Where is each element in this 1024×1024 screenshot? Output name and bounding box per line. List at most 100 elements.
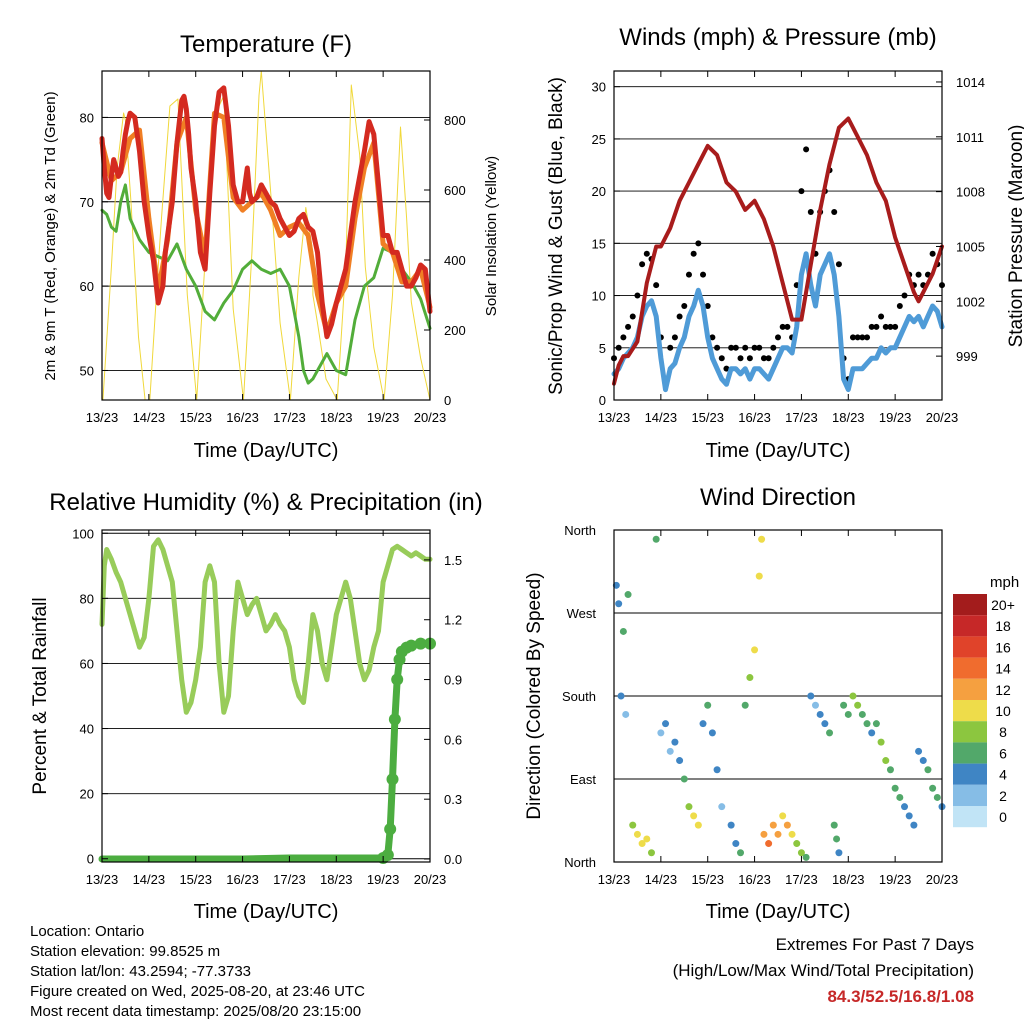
footer-recent-timestamp: Most recent data timestamp: 2025/08/20 2… bbox=[30, 1003, 362, 1020]
footer-created: Figure created on Wed, 2025-08-20, at 23… bbox=[30, 983, 365, 1000]
x-tick-label: 19/23 bbox=[367, 410, 400, 425]
humidity-x-axis-label: Time (Day/UTC) bbox=[194, 901, 339, 923]
direction-point bbox=[732, 840, 740, 848]
winds-y-axis-label: Sonic/Prop Wind & Gust (Blue, Black) bbox=[546, 77, 567, 395]
x-tick-label: 17/23 bbox=[273, 410, 306, 425]
speed-legend-label: 2 bbox=[999, 788, 1007, 804]
footer-elevation: Station elevation: 99.8525 m bbox=[30, 943, 221, 960]
direction-point bbox=[694, 821, 702, 829]
gust-point bbox=[798, 188, 805, 195]
direction-point bbox=[746, 674, 754, 682]
gust-point bbox=[760, 355, 767, 362]
x-tick-label: 13/23 bbox=[598, 872, 631, 887]
y2-tick-label: 1008 bbox=[956, 185, 985, 200]
direction-point bbox=[629, 821, 637, 829]
speed-legend-swatch bbox=[953, 806, 987, 828]
y2-tick-label: 0.9 bbox=[444, 673, 462, 688]
direction-point bbox=[844, 710, 852, 718]
x-tick-label: 18/23 bbox=[320, 410, 353, 425]
precipitation-point bbox=[384, 823, 397, 836]
direction-point bbox=[915, 747, 923, 755]
gust-point bbox=[765, 355, 772, 362]
speed-legend-swatch bbox=[953, 615, 987, 637]
y-tick-label: 0 bbox=[599, 393, 606, 408]
gust-point bbox=[732, 344, 739, 351]
direction-point bbox=[765, 840, 773, 848]
direction-point bbox=[690, 812, 698, 820]
temperature-series-yellow bbox=[101, 70, 431, 401]
gust-point bbox=[807, 209, 814, 215]
x-tick-label: 18/23 bbox=[832, 410, 865, 425]
gust-point bbox=[634, 292, 641, 299]
y2-tick-label: 1014 bbox=[956, 75, 985, 90]
x-tick-label: 13/23 bbox=[598, 410, 631, 425]
pressure-series-maroon bbox=[612, 116, 944, 386]
speed-legend-label: 16 bbox=[995, 639, 1011, 655]
direction-point bbox=[872, 720, 880, 728]
precipitation-point bbox=[388, 713, 401, 726]
gust-point bbox=[779, 323, 786, 330]
precipitation-point bbox=[386, 773, 399, 786]
y-tick-label: 50 bbox=[80, 363, 94, 378]
y-tick-label: 15 bbox=[592, 236, 606, 251]
temperature-y2-axis-label: Solar Insolation (Yellow) bbox=[483, 156, 500, 316]
y-tick-label: 80 bbox=[80, 110, 94, 125]
x-tick-label: 17/23 bbox=[273, 872, 306, 887]
direction-point bbox=[835, 849, 843, 857]
y-tick-label: South bbox=[562, 689, 596, 704]
direction-point bbox=[783, 821, 791, 829]
y2-tick-label: 800 bbox=[444, 113, 466, 128]
x-tick-label: 15/23 bbox=[691, 410, 724, 425]
x-tick-label: 16/23 bbox=[226, 410, 259, 425]
x-tick-label: 17/23 bbox=[785, 410, 818, 425]
y2-tick-label: 400 bbox=[444, 253, 466, 268]
x-tick-label: 14/23 bbox=[133, 872, 166, 887]
direction-point bbox=[662, 720, 670, 728]
direction-point bbox=[622, 710, 630, 718]
y-tick-label: East bbox=[570, 772, 596, 787]
gust-point bbox=[671, 334, 678, 341]
gust-point bbox=[784, 323, 791, 330]
gust-point bbox=[714, 344, 721, 351]
y2-tick-label: 999 bbox=[956, 349, 978, 364]
gust-point bbox=[873, 323, 880, 330]
direction-point bbox=[657, 729, 665, 737]
y2-tick-label: 0 bbox=[444, 393, 451, 408]
gust-point bbox=[742, 344, 749, 351]
extremes-values: 84.3/52.5/16.8/1.08 bbox=[827, 987, 974, 1006]
gust-point bbox=[685, 271, 692, 278]
winds-y2-axis-label: Station Pressure (Maroon) bbox=[1006, 125, 1024, 348]
gust-point bbox=[770, 344, 777, 351]
y-tick-label: 40 bbox=[80, 722, 94, 737]
direction-point bbox=[671, 738, 679, 746]
direction-point bbox=[633, 830, 641, 838]
direction-point bbox=[896, 793, 904, 801]
humidity-title: Relative Humidity (%) & Precipitation (i… bbox=[49, 489, 482, 516]
gust-point bbox=[681, 303, 688, 309]
precipitation-point bbox=[414, 637, 427, 650]
direction-point bbox=[666, 747, 674, 755]
gust-point bbox=[831, 209, 838, 215]
x-tick-label: 16/23 bbox=[226, 872, 259, 887]
direction-point bbox=[638, 840, 646, 848]
direction-point bbox=[769, 821, 777, 829]
speed-color-legend: mph 20+ 18 16 14 12 10 8 6 4 2 0 bbox=[953, 574, 1019, 828]
gust-point bbox=[882, 323, 889, 330]
y-tick-label: 10 bbox=[592, 289, 606, 304]
direction-point bbox=[788, 830, 796, 838]
y-tick-label: 0 bbox=[87, 852, 94, 867]
direction-point bbox=[699, 720, 707, 728]
gust-point bbox=[896, 303, 903, 309]
gust-point bbox=[864, 334, 871, 341]
direction-point bbox=[886, 766, 894, 774]
gust-point bbox=[915, 271, 922, 278]
gust-point bbox=[700, 271, 707, 278]
wind-direction-x-axis-label: Time (Day/UTC) bbox=[706, 901, 851, 923]
y2-tick-label: 1.2 bbox=[444, 613, 462, 628]
direction-point bbox=[708, 729, 716, 737]
gust-point bbox=[728, 344, 735, 351]
x-tick-label: 19/23 bbox=[879, 410, 912, 425]
x-tick-label: 15/23 bbox=[179, 872, 212, 887]
x-tick-label: 20/23 bbox=[926, 410, 959, 425]
